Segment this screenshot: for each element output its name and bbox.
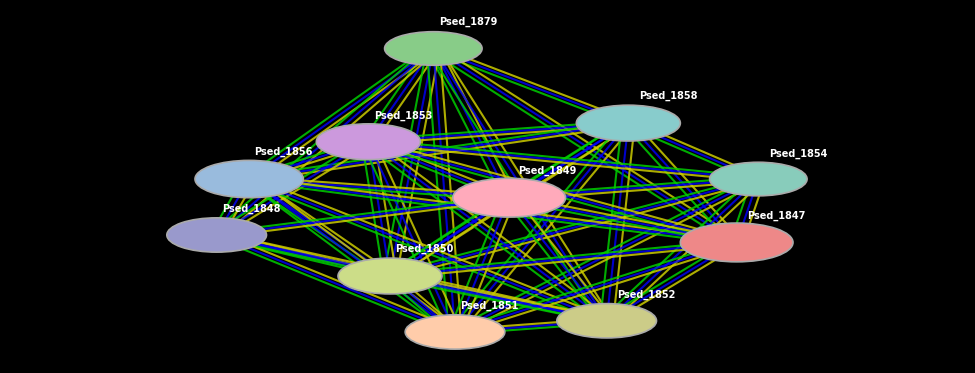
Text: Psed_1853: Psed_1853 [373, 111, 432, 121]
Circle shape [406, 315, 505, 349]
Circle shape [338, 258, 442, 294]
Circle shape [576, 105, 681, 141]
Text: Psed_1848: Psed_1848 [222, 204, 281, 214]
Text: Psed_1854: Psed_1854 [769, 148, 828, 159]
Text: Psed_1851: Psed_1851 [460, 301, 519, 311]
Circle shape [384, 32, 482, 65]
Text: Psed_1847: Psed_1847 [748, 210, 806, 221]
Circle shape [681, 223, 793, 262]
Text: Psed_1858: Psed_1858 [640, 91, 698, 101]
Text: Psed_1852: Psed_1852 [617, 290, 676, 300]
Circle shape [452, 178, 566, 217]
Text: Psed_1879: Psed_1879 [439, 16, 497, 27]
Text: Psed_1850: Psed_1850 [396, 244, 453, 254]
Text: Psed_1849: Psed_1849 [518, 166, 576, 176]
Circle shape [557, 304, 656, 338]
Circle shape [167, 218, 266, 252]
Circle shape [195, 160, 303, 198]
Circle shape [710, 162, 807, 196]
Text: Psed_1856: Psed_1856 [254, 147, 313, 157]
Circle shape [316, 124, 420, 160]
